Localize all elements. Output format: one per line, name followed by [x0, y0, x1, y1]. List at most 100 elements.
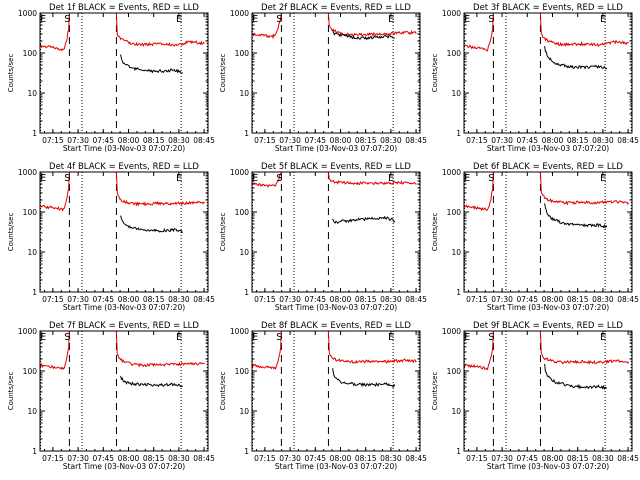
x-tick-label: 08:45 — [193, 295, 215, 304]
flag-label-S: S — [64, 173, 70, 184]
x-tick-label: 08:15 — [567, 295, 589, 304]
x-tick-label: 08:30 — [380, 136, 402, 145]
flag-label-S: S — [64, 14, 70, 25]
x-axis-label: Start Time (03-Nov-03 07:07:20) — [275, 144, 397, 153]
y-tick-label: 1 — [244, 129, 249, 138]
x-tick-label: 08:15 — [355, 136, 377, 145]
y-tick-label: 1 — [456, 447, 461, 456]
flag-label-S: S — [488, 173, 494, 184]
panel-det-6: Det 6f BLACK = Events, RED = LLD Counts/s… — [431, 162, 639, 312]
x-tick-label: 07:30 — [279, 295, 301, 304]
events-series-line — [332, 215, 396, 225]
plot-frame — [251, 12, 421, 134]
panel-title: Det 7f BLACK = Events, RED = LLD — [49, 321, 199, 331]
y-tick-label: 10 — [451, 407, 461, 416]
y-tick-label: 1000 — [230, 327, 249, 336]
y-axis-label: Counts/sec — [7, 54, 15, 93]
lld-series-line — [464, 13, 629, 52]
flag-label-S: S — [488, 332, 494, 343]
x-tick-label: 07:15 — [254, 454, 276, 463]
x-axis-label: Start Time (03-Nov-03 07:07:20) — [275, 462, 397, 471]
y-tick-label: 100 — [447, 367, 462, 376]
x-tick-label: 07:45 — [304, 295, 326, 304]
x-tick-label: 07:15 — [42, 295, 64, 304]
x-tick-label: 08:30 — [592, 136, 614, 145]
x-axis-label: Start Time (03-Nov-03 07:07:20) — [63, 144, 185, 153]
y-tick-label: 10 — [27, 407, 37, 416]
flag-label-E: E — [600, 173, 606, 184]
x-tick-label: 07:30 — [279, 454, 301, 463]
lld-series-line — [40, 331, 205, 371]
panel-det-5: Det 5f BLACK = Events, RED = LLD Counts/s… — [219, 162, 427, 312]
y-tick-label: 1000 — [230, 9, 249, 18]
flag-label-S: S — [276, 332, 282, 343]
y-tick-label: 100 — [235, 367, 250, 376]
panel-title: Det 5f BLACK = Events, RED = LLD — [261, 162, 411, 172]
y-tick-label: 100 — [23, 208, 38, 217]
x-tick-label: 08:00 — [542, 295, 564, 304]
x-tick-label: 08:45 — [405, 454, 427, 463]
x-tick-label: 08:45 — [617, 454, 639, 463]
flag-label-S: S — [64, 332, 70, 343]
panel-title: Det 8f BLACK = Events, RED = LLD — [261, 321, 411, 331]
plot-frame — [39, 171, 209, 293]
flag-label-start-edge: E — [464, 332, 470, 343]
x-axis-label: Start Time (03-Nov-03 07:07:20) — [487, 144, 609, 153]
lld-series-line — [252, 13, 417, 40]
y-tick-label: 10 — [451, 248, 461, 257]
x-tick-label: 07:30 — [67, 295, 89, 304]
panel-title: Det 6f BLACK = Events, RED = LLD — [473, 162, 623, 172]
y-axis-label: Counts/sec — [219, 54, 227, 93]
x-tick-label: 08:00 — [330, 136, 352, 145]
y-tick-label: 1 — [456, 288, 461, 297]
events-series-line — [332, 368, 396, 389]
flag-label-E: E — [388, 332, 394, 343]
flag-label-start-edge: E — [252, 332, 258, 343]
flag-label-S: S — [276, 173, 282, 184]
plot-frame — [39, 12, 209, 134]
x-tick-label: 08:45 — [405, 136, 427, 145]
flag-label-start-edge: E — [40, 14, 46, 25]
x-tick-label: 07:30 — [279, 136, 301, 145]
y-tick-label: 1000 — [442, 9, 461, 18]
x-tick-label: 08:15 — [355, 295, 377, 304]
y-tick-label: 1 — [32, 129, 37, 138]
x-tick-label: 07:30 — [491, 454, 513, 463]
x-tick-label: 08:00 — [118, 454, 140, 463]
y-axis-label: Counts/sec — [219, 372, 227, 411]
x-tick-label: 08:45 — [193, 136, 215, 145]
flag-label-start-edge: E — [40, 332, 46, 343]
y-tick-label: 1000 — [18, 168, 37, 177]
panel-title: Det 4f BLACK = Events, RED = LLD — [49, 162, 199, 172]
x-tick-label: 08:30 — [592, 295, 614, 304]
x-tick-label: 07:30 — [491, 136, 513, 145]
flag-label-start-edge: E — [40, 173, 46, 184]
x-tick-label: 08:30 — [168, 454, 190, 463]
x-tick-label: 08:00 — [330, 295, 352, 304]
lld-series-line — [252, 331, 417, 370]
lld-series-line — [40, 172, 205, 212]
panel-det-9: Det 9f BLACK = Events, RED = LLD Counts/s… — [431, 321, 639, 471]
y-tick-label: 10 — [27, 248, 37, 257]
plot-frame — [251, 330, 421, 452]
y-tick-label: 1 — [244, 288, 249, 297]
x-tick-label: 07:45 — [516, 454, 538, 463]
flag-label-E: E — [600, 332, 606, 343]
flag-label-start-edge: E — [464, 173, 470, 184]
x-tick-label: 07:45 — [92, 136, 114, 145]
panel-det-3: Det 3f BLACK = Events, RED = LLD Counts/s… — [431, 3, 639, 153]
x-tick-label: 08:00 — [118, 136, 140, 145]
x-tick-label: 08:30 — [380, 295, 402, 304]
x-axis-label: Start Time (03-Nov-03 07:07:20) — [63, 303, 185, 312]
flag-label-S: S — [276, 14, 282, 25]
x-tick-label: 07:45 — [304, 136, 326, 145]
x-axis-label: Start Time (03-Nov-03 07:07:20) — [275, 303, 397, 312]
events-series-line — [544, 203, 608, 229]
panel-title: Det 3f BLACK = Events, RED = LLD — [473, 3, 623, 13]
panel-det-8: Det 8f BLACK = Events, RED = LLD Counts/s… — [219, 321, 427, 471]
y-tick-label: 1000 — [442, 168, 461, 177]
x-tick-label: 08:15 — [355, 454, 377, 463]
y-axis-label: Counts/sec — [7, 213, 15, 252]
x-tick-label: 08:15 — [143, 136, 165, 145]
panel-title: Det 2f BLACK = Events, RED = LLD — [261, 3, 411, 13]
